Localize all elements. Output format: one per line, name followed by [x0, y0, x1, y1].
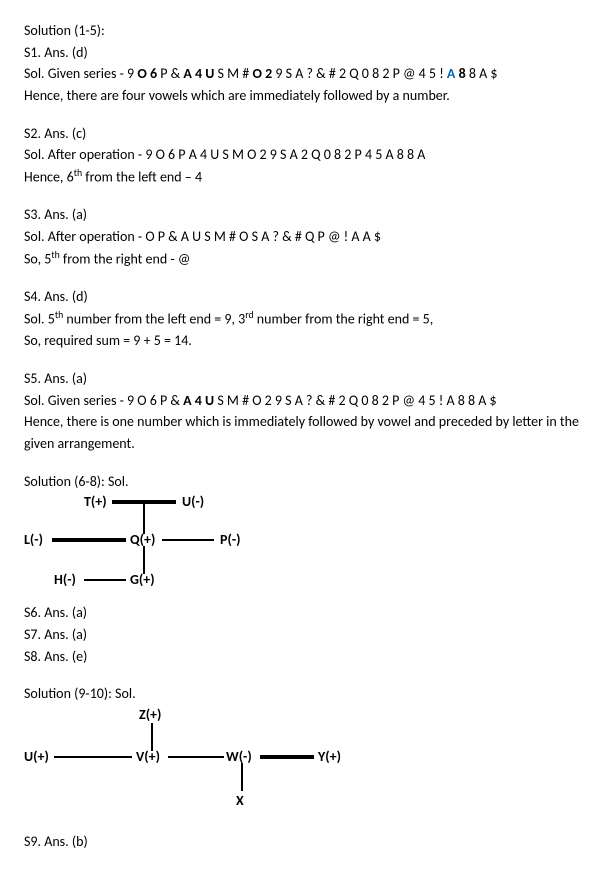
node-V: V(+) [136, 748, 160, 765]
text: Sol. 5 [24, 311, 55, 328]
text: S M # O 2 9 S A ? & # 2 Q 0 8 2 P @ 4 5 … [214, 392, 496, 409]
s4-solution: Sol. 5th number from the left end = 9, 3… [24, 308, 590, 330]
node-Q: Q(+) [130, 531, 155, 548]
s1-conclusion: Hence, there are four vowels which are i… [24, 85, 590, 107]
text-bold: A 4 U [183, 65, 214, 82]
node-W: W(-) [226, 748, 252, 765]
s3-solution: Sol. After operation - O P & A U S M # O… [24, 226, 590, 248]
text-bold: O 2 [252, 65, 272, 82]
s9-answer: S9. Ans. (b) [24, 831, 590, 853]
text: So, 5 [24, 251, 51, 268]
superscript: th [55, 309, 63, 321]
node-Z: Z(+) [139, 706, 161, 723]
solution-header-1-5: Solution (1-5): [24, 20, 590, 42]
s3-conclusion: So, 5th from the right end - @ [24, 248, 590, 270]
node-Y: Y(+) [317, 748, 341, 765]
node-U: U(+) [24, 748, 49, 765]
solution-header-6-8: Solution (6-8): Sol. [24, 471, 590, 493]
node-L: L(-) [24, 531, 43, 548]
s3-answer: S3. Ans. (a) [24, 204, 590, 226]
text: Sol. Given series - 9 [24, 65, 137, 82]
text-bold: 8 [455, 65, 465, 82]
superscript: th [51, 249, 59, 261]
family-tree-diagram-2: Z(+) U(+) V(+) W(-) Y(+) X [24, 705, 354, 815]
node-X: X [236, 792, 244, 809]
text: Sol. Given series - 9 O 6 P & [24, 392, 183, 409]
node-P: P(-) [220, 531, 240, 548]
node-T: T(+) [84, 493, 107, 510]
text: from the right end - @ [60, 251, 191, 268]
s2-conclusion: Hence, 6th from the left end – 4 [24, 166, 590, 188]
s2-answer: S2. Ans. (c) [24, 123, 590, 145]
text-bold: O 6 [137, 65, 157, 82]
text: Hence, 6 [24, 169, 74, 186]
text: from the left end – 4 [82, 169, 202, 186]
s1-solution: Sol. Given series - 9 O 6 P & A 4 U S M … [24, 63, 590, 85]
s8-answer: S8. Ans. (e) [24, 646, 590, 668]
superscript: rd [245, 309, 253, 321]
text: 9 S A ? & # 2 Q 0 8 2 P @ 4 5 ! [272, 65, 447, 82]
superscript: th [74, 167, 82, 179]
text: S M # [214, 65, 252, 82]
s6-answer: S6. Ans. (a) [24, 602, 590, 624]
text: number from the left end = 9, 3 [63, 311, 245, 328]
text: number from the right end = 5, [254, 311, 434, 328]
s1-answer: S1. Ans. (d) [24, 42, 590, 64]
node-H: H(-) [54, 571, 76, 588]
s5-solution: Sol. Given series - 9 O 6 P & A 4 U S M … [24, 390, 590, 412]
text-bold: A 4 U [183, 392, 214, 409]
node-G: G(+) [130, 571, 155, 588]
family-tree-diagram-1: T(+) U(-) L(-) Q(+) P(-) H(-) G(+) [24, 492, 304, 602]
text: P & [157, 65, 183, 82]
node-U: U(-) [182, 493, 204, 510]
text: 8 A $ [466, 65, 498, 82]
s5-answer: S5. Ans. (a) [24, 368, 590, 390]
solution-header-9-10: Solution (9-10): Sol. [24, 683, 590, 705]
s5-conclusion: Hence, there is one number which is imme… [24, 411, 590, 454]
s4-answer: S4. Ans. (d) [24, 286, 590, 308]
s4-conclusion: So, required sum = 9 + 5 = 14. [24, 330, 590, 352]
s2-solution: Sol. After operation - 9 O 6 P A 4 U S M… [24, 144, 590, 166]
s7-answer: S7. Ans. (a) [24, 624, 590, 646]
